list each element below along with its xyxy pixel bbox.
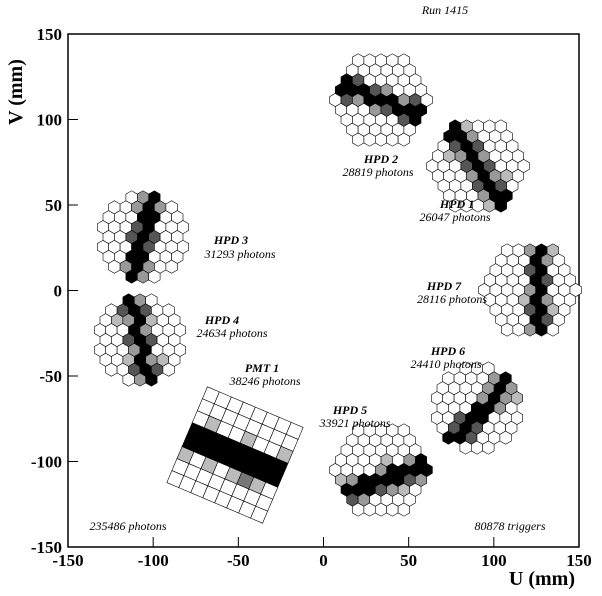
x-tick-label: 50: [400, 551, 417, 570]
detectors: [94, 53, 582, 524]
pixel: [510, 410, 524, 425]
pixel: [420, 93, 433, 107]
annotation: PMT 1: [245, 361, 279, 375]
pixel: [510, 391, 524, 406]
x-tick-label: 150: [566, 551, 592, 570]
x-tick-label: 100: [481, 551, 507, 570]
annotation: HPD 5: [332, 403, 367, 417]
y-axis-label: V (mm): [5, 59, 27, 125]
hpd: [94, 293, 186, 387]
y-tick-label: 50: [45, 196, 62, 215]
annotation: HPD 4: [204, 313, 239, 327]
y-tick-label: 150: [37, 25, 63, 44]
annotation: 235486 photons: [89, 519, 166, 533]
y-tick-label: -100: [31, 453, 62, 472]
pmt: [166, 386, 304, 524]
annotation: HPD 6: [430, 344, 465, 358]
pixel: [174, 323, 186, 338]
annotation: HPD 1: [439, 197, 474, 211]
x-axis-label: U (mm): [509, 568, 575, 590]
hpd: [329, 53, 433, 147]
annotation: HPD 2: [363, 152, 398, 166]
hpd: [426, 119, 530, 213]
pixel: [177, 239, 189, 254]
x-tick-label: -150: [52, 551, 83, 570]
annotation: 28116 photons: [417, 292, 487, 306]
annotation: HPD 3: [213, 233, 248, 247]
pixel: [569, 283, 582, 297]
annotation: 38246 photons: [228, 374, 300, 388]
annotation: HPD 7: [426, 279, 462, 293]
annotation: 24634 photons: [196, 326, 267, 340]
hpd: [97, 190, 189, 284]
hpd: [430, 361, 524, 455]
x-tick-label: -50: [227, 551, 250, 570]
x-tick-label: -100: [138, 551, 169, 570]
annotation: 33921 photons: [318, 416, 390, 430]
pixel: [420, 463, 433, 477]
hpd: [329, 423, 433, 517]
pixel: [517, 159, 530, 173]
pmt-cell: [250, 505, 269, 524]
annotation: 26047 photons: [419, 210, 490, 224]
y-tick-label: 0: [54, 282, 63, 301]
x-tick-label: 0: [319, 551, 328, 570]
annotation: 31293 photons: [203, 247, 275, 261]
annotation: 28819 photons: [342, 165, 413, 179]
y-tick-label: -150: [31, 538, 62, 557]
hpd: [478, 243, 582, 337]
pixel: [177, 220, 189, 235]
y-tick-label: 100: [37, 111, 63, 130]
annotation: Run 1415: [421, 3, 468, 17]
annotation: 80878 triggers: [474, 519, 545, 533]
annotation: 24410 photons: [410, 357, 481, 371]
y-tick-label: -50: [39, 367, 62, 386]
pixel: [174, 342, 186, 357]
